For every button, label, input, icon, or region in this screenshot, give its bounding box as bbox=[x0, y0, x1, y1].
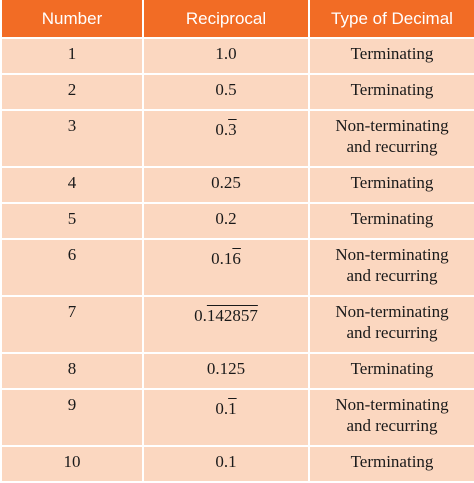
number-cell: 6 bbox=[0, 238, 144, 297]
type-text: and recurring bbox=[346, 266, 438, 285]
type-cell: Non-terminating and recurring bbox=[308, 295, 474, 354]
reciprocal-cell: 0.16 bbox=[142, 238, 310, 297]
number-cell: 5 bbox=[0, 202, 144, 240]
reciprocal-cell: 0.3 bbox=[142, 109, 310, 168]
reciprocal-value: 0. bbox=[215, 120, 229, 139]
header-type-of-decimal: Type of Decimal bbox=[308, 0, 474, 38]
table-body: 1 1.0 Terminating 2 0.5 Terminating 3 0.3 Non-te… bbox=[0, 37, 474, 483]
reciprocal-value: 0.125 bbox=[206, 359, 246, 378]
reciprocal-cell: 0.2 bbox=[142, 202, 310, 240]
number-cell: 1 bbox=[0, 37, 144, 75]
type-cell: Terminating bbox=[308, 73, 474, 111]
number-cell: 9 bbox=[0, 388, 144, 447]
recurring-digits: 1 bbox=[228, 399, 237, 418]
type-text: Non-terminating bbox=[335, 302, 449, 321]
number-cell: 7 bbox=[0, 295, 144, 354]
recurring-digits: 142857 bbox=[206, 306, 258, 325]
reciprocal-cell: 0.25 bbox=[142, 166, 310, 204]
reciprocal-value: 0. bbox=[215, 399, 229, 418]
table-row: 3 0.3 Non-terminating and recurring bbox=[0, 109, 474, 168]
type-text: and recurring bbox=[346, 323, 438, 342]
reciprocal-cell: 0.1 bbox=[142, 445, 310, 483]
reciprocal-value: 0.25 bbox=[211, 173, 241, 192]
type-text: Non-terminating bbox=[335, 116, 449, 135]
type-text: and recurring bbox=[346, 416, 438, 435]
recurring-digits: 6 bbox=[232, 249, 241, 268]
number-cell: 3 bbox=[0, 109, 144, 168]
type-text: Non-terminating bbox=[335, 245, 449, 264]
table-row: 6 0.16 Non-terminating and recurring bbox=[0, 238, 474, 297]
type-cell: Terminating bbox=[308, 37, 474, 75]
number-cell: 8 bbox=[0, 352, 144, 390]
type-text: Terminating bbox=[350, 359, 434, 378]
type-text: Terminating bbox=[350, 44, 434, 63]
reciprocal-cell: 0.125 bbox=[142, 352, 310, 390]
type-text: Terminating bbox=[350, 173, 434, 192]
reciprocal-value: 0.1 bbox=[211, 249, 233, 268]
type-cell: Non-terminating and recurring bbox=[308, 388, 474, 447]
header-reciprocal: Reciprocal bbox=[142, 0, 310, 38]
type-text: Terminating bbox=[350, 452, 434, 471]
table-row: 8 0.125 Terminating bbox=[0, 352, 474, 390]
type-cell: Non-terminating and recurring bbox=[308, 109, 474, 168]
table-row: 10 0.1 Terminating bbox=[0, 445, 474, 483]
reciprocal-value: 0.5 bbox=[215, 80, 237, 99]
table-row: 2 0.5 Terminating bbox=[0, 73, 474, 111]
reciprocal-cell: 0.1 bbox=[142, 388, 310, 447]
table-row: 7 0.142857 Non-terminating and recurring bbox=[0, 295, 474, 354]
type-cell: Non-terminating and recurring bbox=[308, 238, 474, 297]
number-cell: 10 bbox=[0, 445, 144, 483]
type-text: and recurring bbox=[346, 137, 438, 156]
table-row: 4 0.25 Terminating bbox=[0, 166, 474, 204]
reciprocal-value: 1.0 bbox=[215, 44, 237, 63]
reciprocal-value: 0.2 bbox=[215, 209, 237, 228]
type-text: Terminating bbox=[350, 80, 434, 99]
reciprocal-cell: 0.5 bbox=[142, 73, 310, 111]
reciprocal-cell: 1.0 bbox=[142, 37, 310, 75]
number-cell: 4 bbox=[0, 166, 144, 204]
table-row: 1 1.0 Terminating bbox=[0, 37, 474, 75]
table-row: 9 0.1 Non-terminating and recurring bbox=[0, 388, 474, 447]
reciprocal-cell: 0.142857 bbox=[142, 295, 310, 354]
type-cell: Terminating bbox=[308, 445, 474, 483]
type-cell: Terminating bbox=[308, 166, 474, 204]
type-cell: Terminating bbox=[308, 352, 474, 390]
number-cell: 2 bbox=[0, 73, 144, 111]
type-cell: Terminating bbox=[308, 202, 474, 240]
type-text: Terminating bbox=[350, 209, 434, 228]
header-number: Number bbox=[0, 0, 144, 38]
table-row: 5 0.2 Terminating bbox=[0, 202, 474, 240]
type-text: Non-terminating bbox=[335, 395, 449, 414]
reciprocal-value: 0. bbox=[194, 306, 207, 325]
header-row: Number Reciprocal Type of Decimal bbox=[0, 0, 474, 38]
reciprocal-value: 0.1 bbox=[215, 452, 237, 471]
recurring-digits: 3 bbox=[228, 120, 237, 139]
